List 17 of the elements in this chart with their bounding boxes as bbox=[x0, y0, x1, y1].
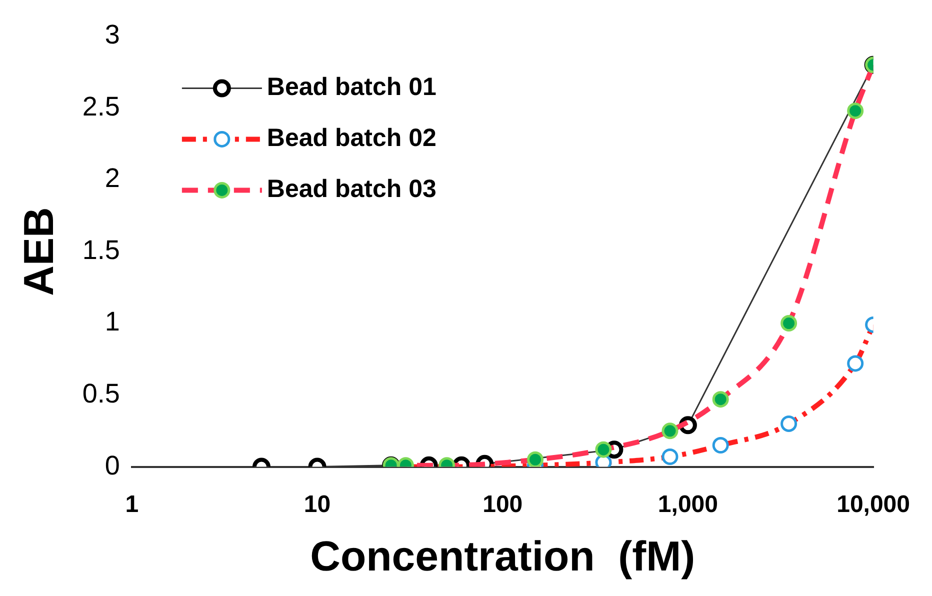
x-tick-label: 10,000 bbox=[836, 490, 910, 518]
y-tick-label: 3 bbox=[104, 20, 120, 50]
y-tick-label: 2 bbox=[104, 163, 120, 194]
legend-label: Bead batch 01 bbox=[266, 73, 437, 102]
x-tick-label: 100 bbox=[482, 490, 523, 518]
y-axis-title: AEB bbox=[14, 207, 62, 296]
legend-label: Bead batch 03 bbox=[266, 175, 436, 204]
x-axis-title: Concentration (fM) bbox=[310, 532, 696, 580]
y-tick-label: 2.5 bbox=[82, 91, 120, 122]
x-tick-label: 10 bbox=[304, 490, 331, 518]
y-tick-label: 0.5 bbox=[82, 378, 120, 408]
x-tick-label: 1 bbox=[125, 490, 139, 518]
y-tick-label: 0 bbox=[104, 450, 120, 480]
y-tick-label: 1 bbox=[104, 306, 120, 337]
y-tick-label: 1.5 bbox=[82, 234, 120, 265]
x-tick-label: 1,000 bbox=[658, 490, 718, 518]
legend-label: Bead batch 02 bbox=[266, 124, 436, 152]
